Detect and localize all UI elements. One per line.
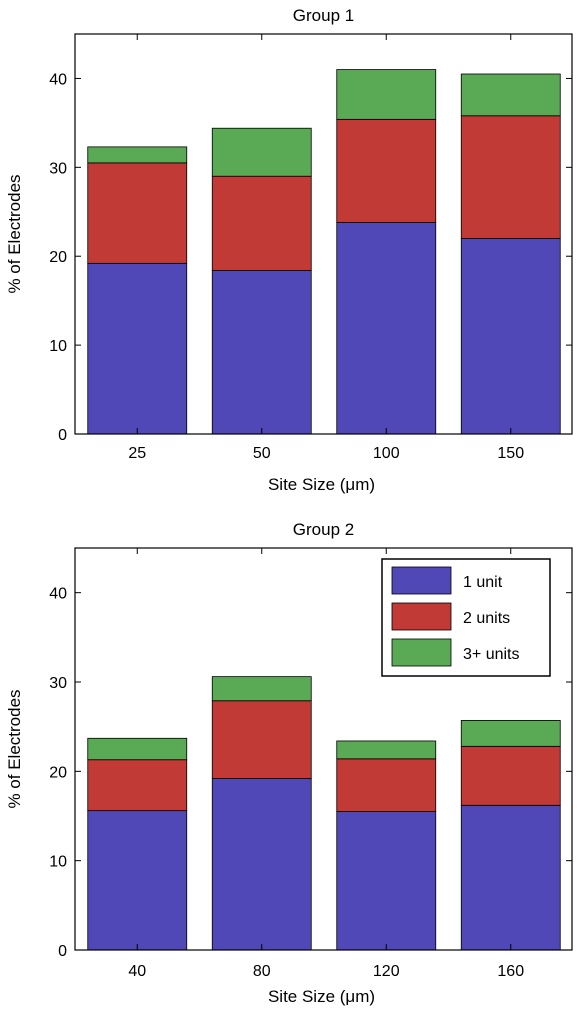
- bar-3plus-units-50: [211, 127, 312, 177]
- bar-3plus-units-25: [87, 146, 188, 164]
- x-tick-label: 25: [128, 445, 146, 462]
- chart-group-1: Group 1 25 50 100 150 0 10 20 30 40 Site Size (μm)…: [5, 6, 573, 494]
- x-tick-label: 100: [373, 445, 400, 462]
- bar-3plus-units-40: [87, 737, 188, 761]
- bar-1-unit-50: [211, 270, 312, 435]
- chart-title: Group 1: [293, 6, 354, 25]
- x-tick-label: 80: [253, 963, 271, 980]
- x-tick-label: 160: [497, 963, 524, 980]
- bar-2-units-160: [460, 745, 561, 806]
- x-axis-label: Site Size (μm): [268, 475, 375, 494]
- legend-swatch-2-units: [391, 602, 452, 631]
- y-tick-label: 30: [49, 675, 67, 692]
- bar-3plus-units-120: [336, 740, 437, 760]
- bar-3plus-units-100: [336, 69, 437, 120]
- legend: 1 unit 2 units 3+ units: [381, 558, 551, 677]
- bar-2-units-150: [460, 115, 561, 239]
- bar-1-unit-25: [87, 262, 188, 435]
- x-tick-label: 150: [497, 445, 524, 462]
- plot-frame: [74, 33, 573, 435]
- y-axis-label: % of Electrodes: [5, 689, 24, 808]
- x-tick-label: 120: [373, 963, 400, 980]
- bar-1-unit-160: [460, 804, 561, 951]
- x-axis-label: Site Size (μm): [268, 987, 375, 1006]
- bar-2-units-40: [87, 759, 188, 812]
- y-tick-label: 20: [49, 249, 67, 266]
- chart-title: Group 2: [293, 520, 354, 539]
- y-tick-label: 20: [49, 764, 67, 781]
- legend-swatch-3plus-units: [391, 638, 452, 667]
- bar-1-unit-40: [87, 810, 188, 951]
- y-tick-label: 40: [49, 71, 67, 88]
- bar-1-unit-120: [336, 811, 437, 951]
- y-tick-label: 40: [49, 586, 67, 603]
- bar-3plus-units-150: [460, 73, 561, 117]
- y-tick-label: 0: [58, 943, 67, 960]
- chart-group-2: Group 2 40 80 120 160 0 10 20 30 40 Site Size (μm)…: [5, 520, 573, 1006]
- bar-2-units-120: [336, 758, 437, 812]
- bar-2-units-50: [211, 175, 312, 271]
- bar-1-unit-150: [460, 238, 561, 435]
- y-tick-label: 10: [49, 854, 67, 871]
- legend-label-3plus-units: 3+ units: [463, 646, 519, 663]
- legend-label-1-unit: 1 unit: [463, 574, 503, 591]
- x-tick-label: 50: [253, 445, 271, 462]
- y-tick-label: 0: [58, 427, 67, 444]
- bar-3plus-units-160: [460, 720, 561, 747]
- bar-2-units-100: [336, 118, 437, 223]
- legend-swatch-1-unit: [391, 566, 452, 595]
- bar-2-units-25: [87, 162, 188, 264]
- bar-2-units-80: [211, 700, 312, 779]
- bar-1-unit-80: [211, 778, 312, 951]
- x-tick-label: 40: [128, 963, 146, 980]
- y-tick-label: 30: [49, 160, 67, 177]
- y-tick-label: 10: [49, 338, 67, 355]
- plot-frame: [74, 547, 573, 951]
- bar-1-unit-100: [336, 222, 437, 435]
- legend-label-2-units: 2 units: [463, 610, 510, 627]
- bar-3plus-units-80: [211, 676, 312, 702]
- y-axis-label: % of Electrodes: [5, 174, 24, 293]
